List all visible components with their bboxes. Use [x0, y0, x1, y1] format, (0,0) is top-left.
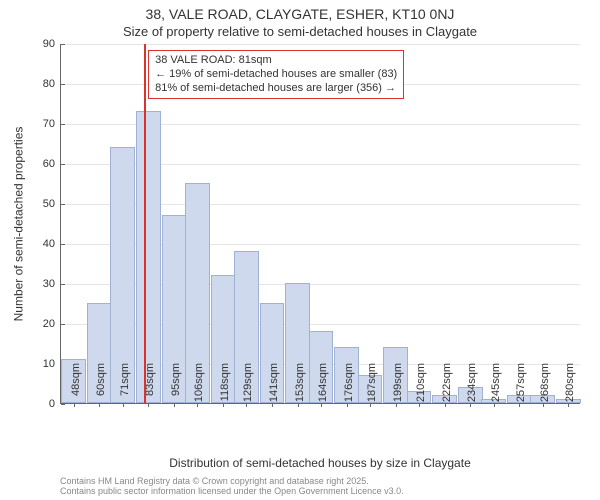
x-tick-label: 141sqm — [268, 363, 280, 409]
attribution-text: Contains HM Land Registry data © Crown c… — [60, 476, 580, 497]
annotation-line1: 38 VALE ROAD: 81sqm — [155, 54, 397, 68]
y-tick-label: 0 — [49, 398, 61, 410]
x-tick-label: 245sqm — [490, 363, 502, 409]
x-tick-label: 234sqm — [466, 363, 478, 409]
property-marker-line — [144, 44, 146, 403]
x-tick-label: 164sqm — [317, 363, 329, 409]
x-tick-label: 222sqm — [441, 363, 453, 409]
y-tick-label: 90 — [43, 38, 61, 50]
x-tick-label: 187sqm — [366, 363, 378, 409]
y-axis-label: Number of semi-detached properties — [10, 44, 26, 404]
y-tick-label: 30 — [43, 278, 61, 290]
y-tick-label: 70 — [43, 118, 61, 130]
x-tick-label: 71sqm — [119, 363, 131, 409]
annotation-box: 38 VALE ROAD: 81sqm ← 19% of semi-detach… — [148, 50, 404, 99]
grid-line — [61, 44, 580, 45]
x-tick-label: 257sqm — [515, 363, 527, 409]
y-tick-label: 50 — [43, 198, 61, 210]
annotation-line3: 81% of semi-detached houses are larger (… — [155, 82, 397, 96]
x-tick-label: 129sqm — [242, 363, 254, 409]
x-tick-label: 199sqm — [392, 363, 404, 409]
x-tick-label: 153sqm — [294, 363, 306, 409]
x-tick-label: 83sqm — [144, 363, 156, 409]
x-tick-label: 60sqm — [95, 363, 107, 409]
x-tick-label: 280sqm — [564, 363, 576, 409]
x-tick-label: 210sqm — [415, 363, 427, 409]
y-tick-label: 60 — [43, 158, 61, 170]
plot-area: 010203040506070809048sqm60sqm71sqm83sqm9… — [60, 44, 580, 404]
y-tick-label: 80 — [43, 78, 61, 90]
annotation-line2: ← 19% of semi-detached houses are smalle… — [155, 68, 397, 82]
x-tick-label: 176sqm — [343, 363, 355, 409]
y-tick-label: 10 — [43, 358, 61, 370]
x-axis-label: Distribution of semi-detached houses by … — [60, 456, 580, 470]
chart-title-line1: 38, VALE ROAD, CLAYGATE, ESHER, KT10 0NJ — [0, 6, 600, 22]
histogram-bar — [136, 111, 161, 403]
x-tick-label: 268sqm — [539, 363, 551, 409]
x-tick-label: 118sqm — [219, 363, 231, 409]
chart-container: 38, VALE ROAD, CLAYGATE, ESHER, KT10 0NJ… — [0, 0, 600, 500]
x-tick-label: 48sqm — [70, 363, 82, 409]
y-tick-label: 20 — [43, 318, 61, 330]
y-tick-label: 40 — [43, 238, 61, 250]
chart-title-line2: Size of property relative to semi-detach… — [0, 24, 600, 39]
x-tick-label: 106sqm — [193, 363, 205, 409]
x-tick-label: 95sqm — [170, 363, 182, 409]
